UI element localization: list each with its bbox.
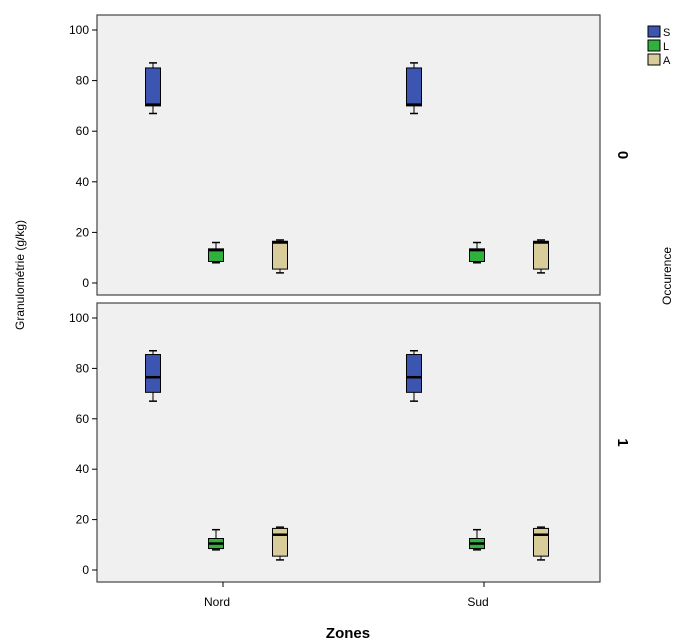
legend-swatch xyxy=(647,25,661,38)
y-tick-label: 0 xyxy=(82,563,89,577)
panel-label: 1 xyxy=(614,438,631,446)
y-axis-title: Granulométrie (g/kg) xyxy=(13,220,27,330)
panel-0: 0 20 40 60 80 100 0 xyxy=(69,14,631,296)
box-nord-l xyxy=(208,241,224,264)
x-tick-label: Sud xyxy=(467,595,488,609)
panel-axis-title: Occurence xyxy=(660,247,673,305)
box-nord-s xyxy=(145,62,161,115)
box-body xyxy=(533,240,549,270)
x-axis: Nord Sud xyxy=(204,582,489,609)
panel-label: 0 xyxy=(614,151,631,159)
panels-group: 0 20 40 60 80 100 0 0 20 40 60 80 100 1 xyxy=(69,14,631,583)
panel-background xyxy=(96,302,601,583)
box-sud-s xyxy=(406,350,422,402)
box-nord-a xyxy=(272,239,288,274)
panel-1: 0 20 40 60 80 100 1 xyxy=(69,302,631,583)
legend: SLA xyxy=(647,25,671,67)
box-body xyxy=(272,240,288,270)
box-body xyxy=(469,248,485,262)
box-nord-l xyxy=(208,528,224,551)
box-sud-a xyxy=(533,239,549,274)
box-body xyxy=(406,354,422,393)
box-body xyxy=(145,67,161,107)
legend-swatch xyxy=(647,39,661,52)
legend-swatch xyxy=(647,53,661,66)
box-sud-l xyxy=(469,528,485,551)
y-tick-label: 100 xyxy=(69,311,89,325)
y-tick-label: 0 xyxy=(82,276,89,290)
legend-label: S xyxy=(663,27,670,39)
box-body xyxy=(272,527,288,557)
y-tick-label: 40 xyxy=(76,462,90,476)
legend-label: A xyxy=(663,55,671,67)
y-tick-label: 100 xyxy=(69,23,89,37)
y-tick-label: 60 xyxy=(76,124,90,138)
box-sud-s xyxy=(406,62,422,115)
box-sud-a xyxy=(533,526,549,561)
box-sud-l xyxy=(469,241,485,264)
panel-background xyxy=(96,14,601,296)
box-body xyxy=(145,354,161,393)
box-nord-s xyxy=(145,350,161,402)
y-tick-label: 80 xyxy=(76,361,90,375)
y-tick-label: 20 xyxy=(76,513,90,527)
box-body xyxy=(533,527,549,557)
box-body xyxy=(406,67,422,107)
y-tick-label: 80 xyxy=(76,74,90,88)
x-tick-label: Nord xyxy=(204,595,230,609)
legend-label: L xyxy=(663,41,669,53)
box-nord-a xyxy=(272,526,288,561)
y-tick-label: 60 xyxy=(76,412,90,426)
y-tick-label: 40 xyxy=(76,175,90,189)
x-axis-title: Zones xyxy=(326,625,370,638)
box-body xyxy=(208,248,224,262)
y-tick-label: 20 xyxy=(76,225,90,239)
